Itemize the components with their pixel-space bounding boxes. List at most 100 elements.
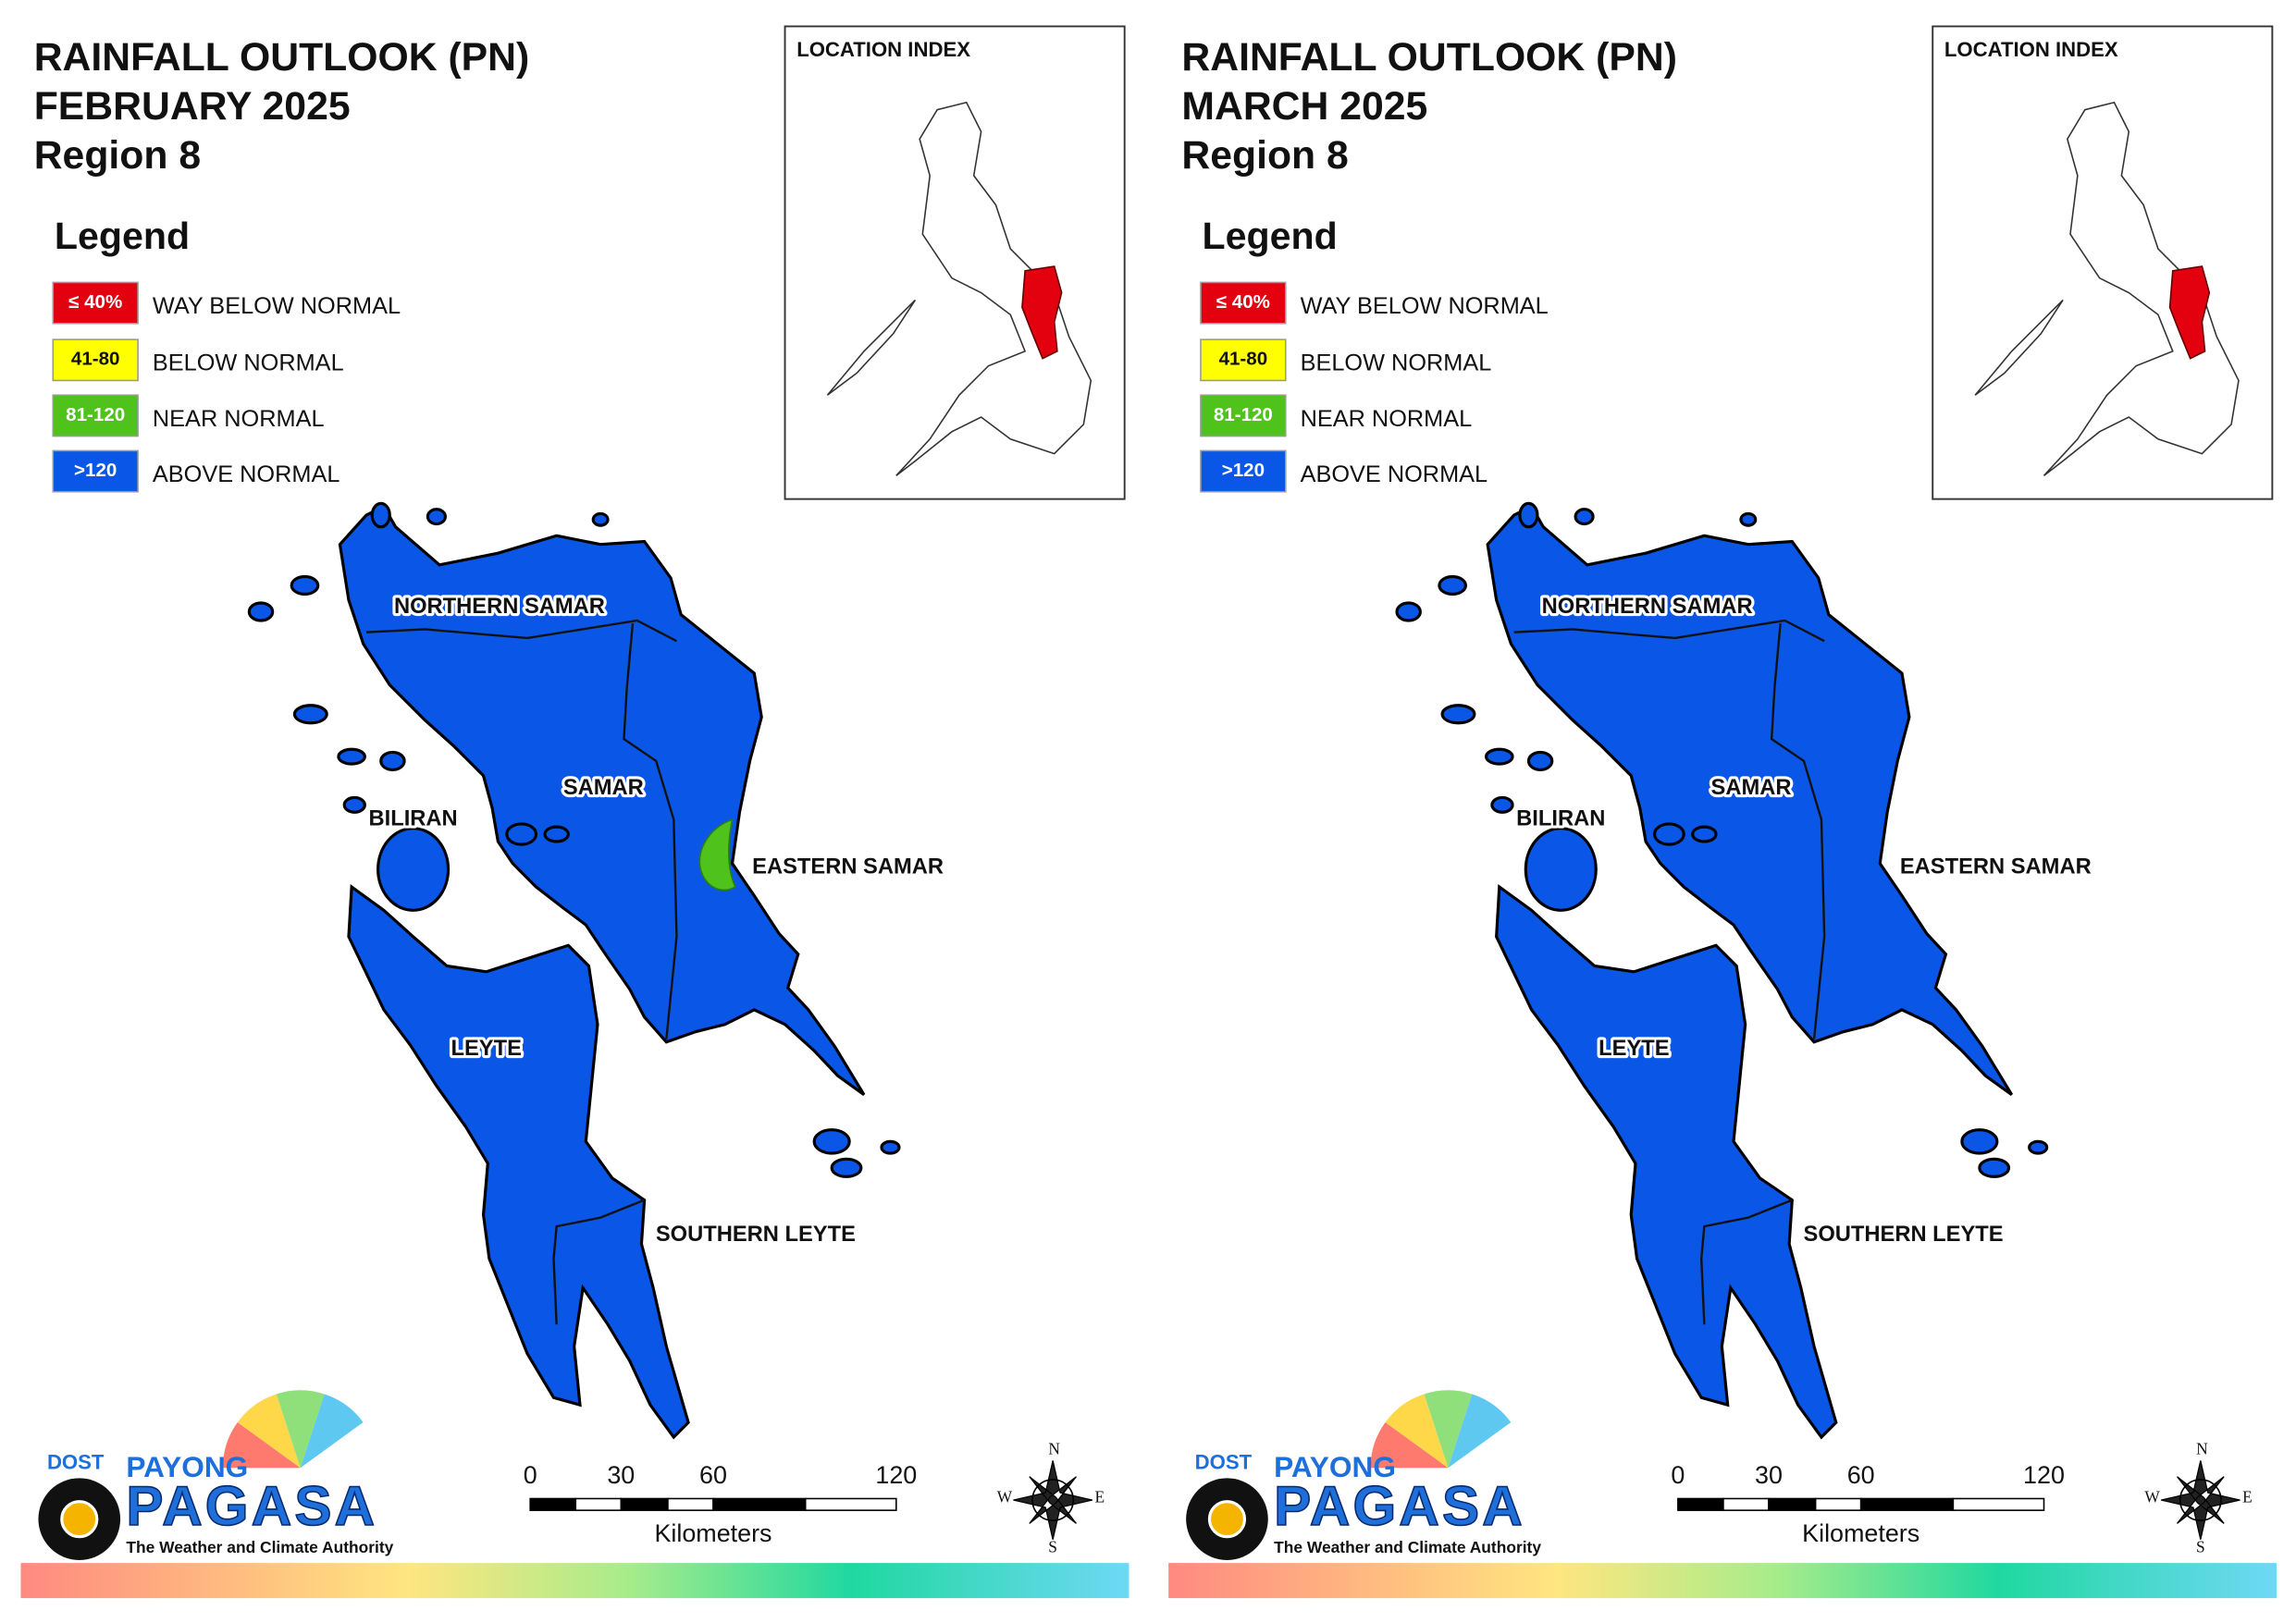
region-label: EASTERN SAMAR <box>752 855 944 879</box>
legend-label: WAY BELOW NORMAL <box>1301 293 1549 319</box>
leyte-island <box>347 884 690 1440</box>
logo-tagline: The Weather and Climate Authority <box>1274 1538 1541 1556</box>
islet <box>830 1157 863 1178</box>
logo-umbrella <box>1370 1421 1449 1469</box>
map-panel: RAINFALL OUTLOOK (PN)FEBRUARY 2025Region… <box>20 25 1129 1599</box>
islet <box>290 574 320 596</box>
scale-segment <box>529 1497 577 1511</box>
islet <box>1691 825 1718 843</box>
region-label: SOUTHERN LEYTE <box>1804 1223 2004 1247</box>
legend-key: 81-120 <box>1214 404 1273 425</box>
islet <box>1652 822 1685 846</box>
legend-key: >120 <box>74 460 117 481</box>
biliran-island <box>376 827 451 912</box>
location-index-frame <box>784 25 1126 500</box>
logo-agency: DOST <box>1195 1450 1253 1473</box>
scale-segment <box>574 1497 623 1511</box>
islet <box>247 601 275 622</box>
philippines-outline <box>826 101 1092 476</box>
map-title: RAINFALL OUTLOOK (PN) <box>34 35 530 80</box>
legend-label: NEAR NORMAL <box>1301 406 1473 432</box>
compass-letter: N <box>1048 1439 1060 1457</box>
legend-swatch <box>1200 449 1287 493</box>
scale-unit: Kilometers <box>1802 1519 1920 1547</box>
region-label: SAMAR <box>1711 776 1792 800</box>
map-title: Region 8 <box>1181 133 1348 178</box>
scale-tick-label: 0 <box>524 1461 537 1489</box>
islet <box>1484 747 1514 766</box>
legend-title: Legend <box>55 215 190 257</box>
location-index-title: LOCATION INDEX <box>796 38 970 61</box>
logo-brand: PAYONG <box>1274 1450 1396 1483</box>
scale-tick-label: 0 <box>1671 1461 1685 1489</box>
region-label: SAMAR <box>563 776 644 800</box>
map-title: FEBRUARY 2025 <box>34 84 351 129</box>
samar-island <box>338 504 866 1096</box>
compass-rose <box>2160 1460 2240 1540</box>
compass-letter: N <box>2196 1439 2208 1457</box>
legend-key: 41-80 <box>71 349 120 370</box>
islet <box>2028 1139 2049 1155</box>
compass-letter: S <box>1048 1537 1057 1555</box>
map-title: Region 8 <box>34 133 201 178</box>
scale-segment <box>804 1497 897 1511</box>
province-boundary <box>552 1199 646 1325</box>
compass-letter: E <box>1094 1487 1105 1506</box>
scale-segment <box>1952 1497 2045 1511</box>
region-label: SOUTHERN LEYTE <box>656 1223 856 1247</box>
location-index-frame <box>1932 25 2274 500</box>
logo-tagline: The Weather and Climate Authority <box>126 1538 393 1556</box>
islet <box>1739 511 1758 527</box>
islet <box>1978 1157 2011 1178</box>
legend-label: WAY BELOW NORMAL <box>153 293 401 319</box>
logo-name: PAGASA <box>1274 1475 1525 1537</box>
legend-label: ABOVE NORMAL <box>153 461 340 487</box>
leyte-island <box>1495 884 1838 1440</box>
logo-emblem-center <box>60 1500 99 1539</box>
islet <box>1518 501 1539 529</box>
region-label: BILIRAN <box>368 806 457 830</box>
islet <box>1526 750 1554 771</box>
compass-ring <box>2179 1479 2222 1522</box>
islet <box>591 511 610 527</box>
scale-segment <box>1768 1497 1817 1511</box>
islet <box>543 825 570 843</box>
province-boundary <box>1513 619 1825 643</box>
scale-segment <box>667 1497 714 1511</box>
color-band <box>20 1563 1129 1599</box>
region-label: LEYTE <box>451 1037 521 1061</box>
islet <box>342 795 366 814</box>
logo-umbrella <box>300 1394 364 1469</box>
logo-umbrella <box>222 1421 301 1469</box>
islet <box>812 1128 851 1155</box>
color-band <box>1168 1563 2277 1599</box>
islet <box>505 822 538 846</box>
scale-unit: Kilometers <box>654 1519 772 1547</box>
scale-segment <box>712 1497 807 1511</box>
map-title: RAINFALL OUTLOOK (PN) <box>1181 35 1677 80</box>
legend-key: ≤ 40% <box>68 291 122 313</box>
logo-agency: DOST <box>47 1450 105 1473</box>
province-boundary <box>623 623 678 1039</box>
province-boundary <box>365 619 677 643</box>
islet <box>1438 574 1467 596</box>
province-boundary <box>1770 623 1826 1039</box>
logo-umbrella <box>276 1390 325 1469</box>
islet <box>1960 1128 1999 1155</box>
samar-island <box>1486 504 2014 1096</box>
islet <box>292 704 328 725</box>
islet <box>1395 601 1422 622</box>
philippines-outline <box>1974 101 2240 476</box>
islet <box>337 747 366 766</box>
scale-segment <box>1859 1497 1955 1511</box>
islet <box>1574 508 1595 526</box>
biliran-island <box>1524 827 1598 912</box>
compass-letter: W <box>997 1487 1013 1506</box>
islet <box>379 750 406 771</box>
legend-swatch <box>1200 338 1287 382</box>
logo-umbrella <box>237 1394 301 1469</box>
region-8-highlight <box>1021 265 1063 360</box>
scale-tick-label: 120 <box>875 1461 917 1489</box>
